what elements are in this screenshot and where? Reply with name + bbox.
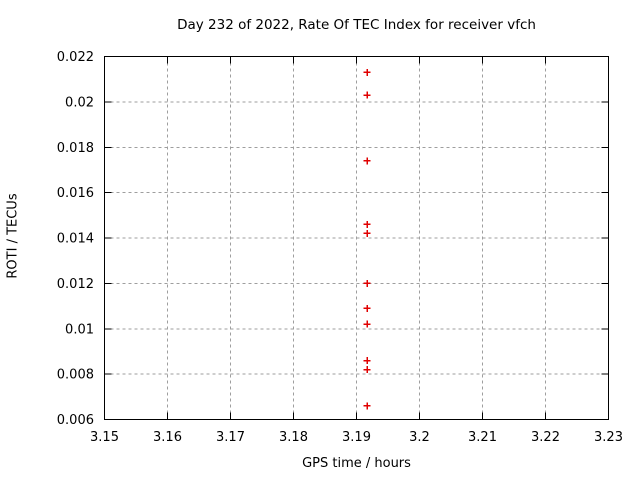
x-tick-label: 3.16 <box>153 430 182 445</box>
y-tick-label: 0.01 <box>65 322 94 337</box>
y-tick-label: 0.014 <box>57 232 94 247</box>
y-tick-label: 0.012 <box>57 277 94 292</box>
y-tick-label: 0.018 <box>57 141 94 156</box>
y-tick-label: 0.008 <box>57 368 94 383</box>
x-tick-label: 3.22 <box>531 430 560 445</box>
x-axis-label: GPS time / hours <box>302 456 411 471</box>
y-tick-label: 0.006 <box>57 413 94 428</box>
y-tick-label: 0.02 <box>65 95 94 110</box>
x-tick-label: 3.15 <box>90 430 119 445</box>
x-tick-label: 3.17 <box>216 430 245 445</box>
x-tick-label: 3.18 <box>279 430 308 445</box>
x-tick-label: 3.23 <box>594 430 623 445</box>
y-tick-label: 0.022 <box>57 50 94 65</box>
chart-title: Day 232 of 2022, Rate Of TEC Index for r… <box>177 17 536 33</box>
x-tick-label: 3.2 <box>409 430 430 445</box>
x-tick-label: 3.21 <box>468 430 497 445</box>
y-tick-label: 0.016 <box>57 186 94 201</box>
x-tick-label: 3.19 <box>342 430 371 445</box>
